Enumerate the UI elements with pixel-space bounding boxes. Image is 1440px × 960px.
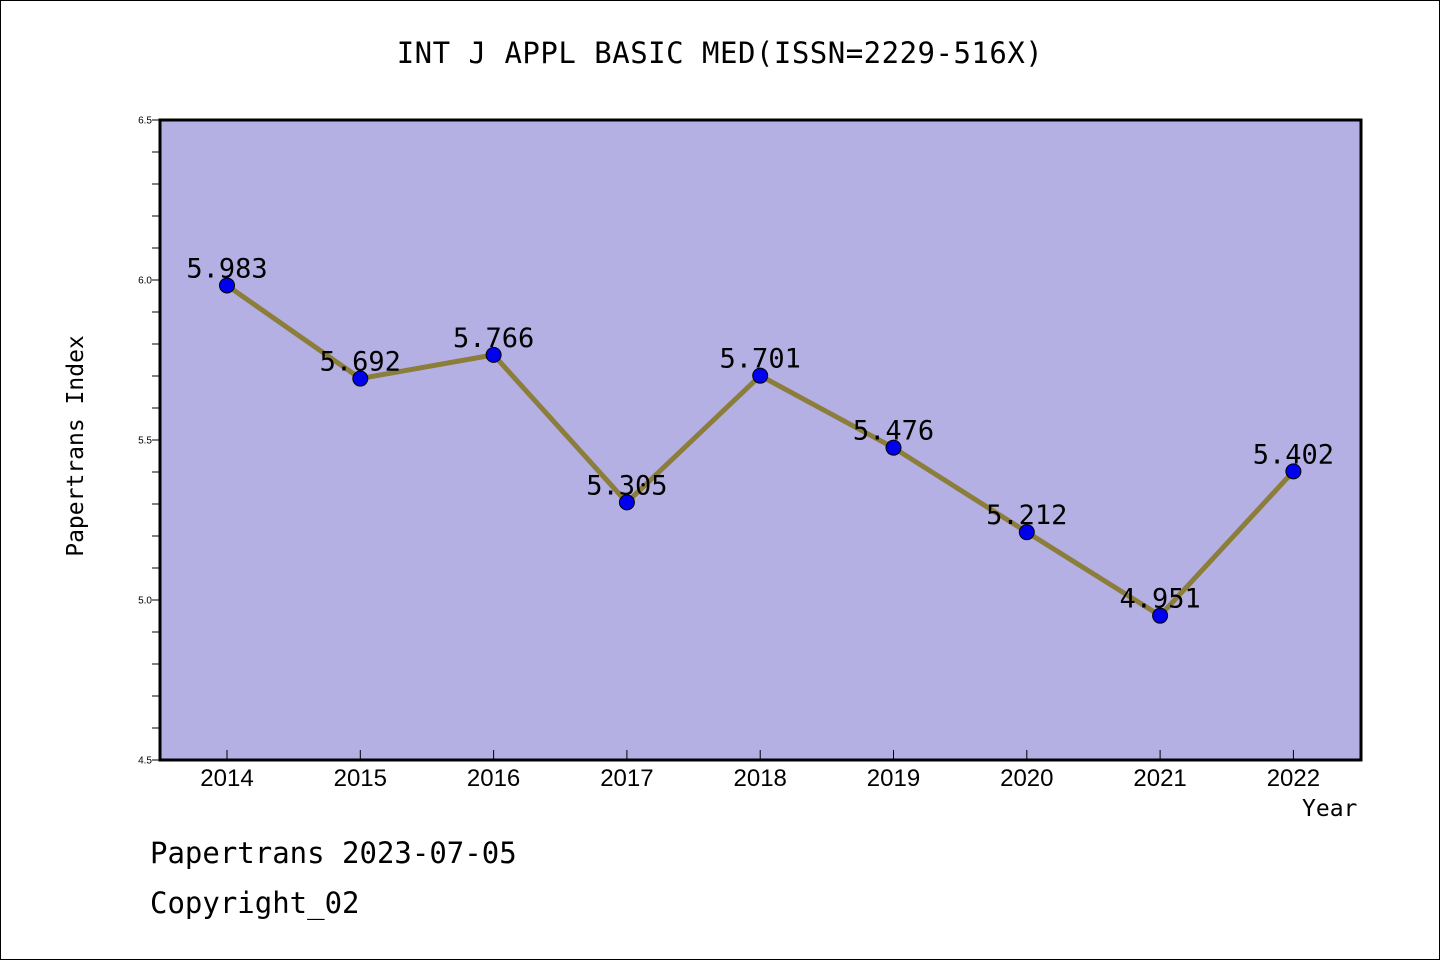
data-label: 5.701 [720,344,801,375]
data-point [485,346,502,363]
x-tick-label: 2021 [1133,765,1186,792]
data-point [1285,463,1302,480]
data-label: 5.983 [186,253,267,284]
data-point [219,277,235,294]
data-label: 4.951 [1119,584,1200,615]
plot-border [158,118,1363,762]
x-tick-label: 2015 [334,765,387,792]
x-tick-label: 2017 [600,765,653,792]
y-tick-label: 6.0 [138,276,152,287]
data-label: 5.402 [1253,439,1334,470]
x-axis: 2014 2015 2016 2017 2018 2019 2020 2021 2022 [200,750,1320,792]
y-tick-label: 5.5 [138,436,152,447]
x-tick-label: 2016 [467,765,520,792]
data-labels: 5.983 5.692 5.766 5.305 5.701 5.476 5.212 4.951… [186,253,1334,614]
data-label: 5.476 [853,416,934,447]
footer-date: Papertrans 2023-07-05 [150,836,517,870]
chart-title: INT J APPL BASIC MED(ISSN=2229-516X) [396,36,1044,70]
data-point [352,370,369,387]
x-tick-label: 2020 [1000,765,1053,792]
y-tick-label: 5.0 [138,596,152,607]
data-label: 5.766 [453,323,534,354]
data-point [618,494,635,511]
x-tick-label: 2018 [734,765,787,792]
x-tick-label: 2019 [867,765,920,792]
data-point [885,439,902,456]
series-line [219,277,1302,624]
x-tick-label: 2014 [200,765,253,792]
plot-area [160,120,1361,760]
x-tick-label: 2022 [1267,765,1320,792]
x-axis-label: Year [1302,796,1358,822]
data-point [1018,524,1035,541]
data-label: 5.692 [320,347,401,378]
y-tick-label: 4.5 [138,756,152,767]
footer-copyright: Copyright_02 [150,886,360,920]
data-label: 5.212 [986,500,1067,531]
data-point [752,367,769,384]
y-axis: 4.5 5.0 5.5 6.0 6.5 [138,116,160,767]
y-tick-label: 6.5 [138,116,152,127]
data-label: 5.305 [586,470,667,501]
data-point [1152,607,1169,624]
